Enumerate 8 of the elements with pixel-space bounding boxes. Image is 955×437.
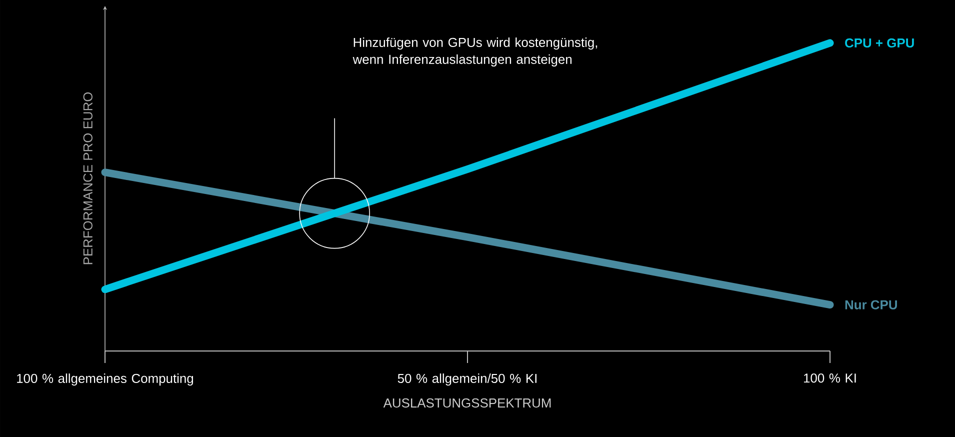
x-tick-label: 100 % KI	[804, 374, 856, 383]
x-tick-label: 100 % allgemeines Computing	[17, 374, 194, 386]
series-label: Nur CPU	[845, 300, 897, 310]
x-tick-label: 50 % allgemein/50 % KI	[398, 374, 536, 386]
y-axis-title: PERFORMANCE PRO EURO	[83, 92, 92, 264]
series-label: CPU + GPU	[845, 38, 914, 48]
annotation: Hinzufügen von GPUs wird kostengünstig, wenn Inferenzauslastungen ansteigen	[352, 37, 598, 66]
x-axis-title: AUSLASTUNGSSPEKTRUM	[383, 398, 551, 408]
